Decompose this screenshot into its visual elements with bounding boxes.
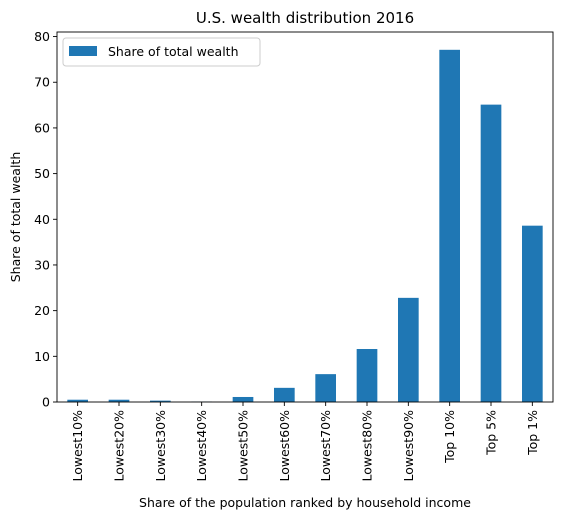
x-tick-label: Lowest90% (401, 410, 416, 482)
y-tick-label: 80 (34, 29, 50, 44)
chart-title: U.S. wealth distribution 2016 (196, 9, 414, 27)
bar-top-10- (439, 50, 460, 402)
bar-lowest70- (315, 374, 336, 402)
x-tick-label: Lowest30% (153, 410, 168, 482)
legend-label: Share of total wealth (108, 44, 239, 59)
legend-swatch (69, 46, 97, 56)
y-tick-label: 0 (42, 395, 50, 410)
x-tick-label: Lowest40% (194, 410, 209, 482)
x-tick-label: Lowest70% (318, 410, 333, 482)
y-tick-label: 60 (34, 120, 50, 135)
x-tick-label: Lowest80% (360, 410, 375, 482)
bar-lowest50- (233, 397, 254, 402)
x-tick-label: Lowest20% (112, 410, 127, 482)
x-tick-label: Top 10% (442, 410, 457, 464)
x-tick-label: Top 1% (525, 410, 540, 456)
bar-lowest90- (398, 298, 419, 402)
bar-lowest60- (274, 388, 295, 402)
x-tick-label: Lowest60% (277, 410, 292, 482)
x-tick-label: Top 5% (484, 410, 499, 456)
y-tick-label: 70 (34, 75, 50, 90)
y-tick-label: 40 (34, 212, 50, 227)
bar-top-5- (481, 105, 502, 402)
x-axis-label: Share of the population ranked by househ… (139, 495, 471, 510)
bar-top-1- (522, 226, 543, 402)
y-tick-label: 30 (34, 257, 50, 272)
y-axis-label: Share of total wealth (8, 152, 23, 283)
x-tick-label: Lowest10% (70, 410, 85, 482)
legend: Share of total wealth (63, 38, 260, 66)
y-tick-label: 20 (34, 303, 50, 318)
y-tick-label: 50 (34, 166, 50, 181)
bar-lowest80- (357, 349, 378, 402)
x-tick-label: Lowest50% (236, 410, 251, 482)
y-tick-label: 10 (34, 349, 50, 364)
